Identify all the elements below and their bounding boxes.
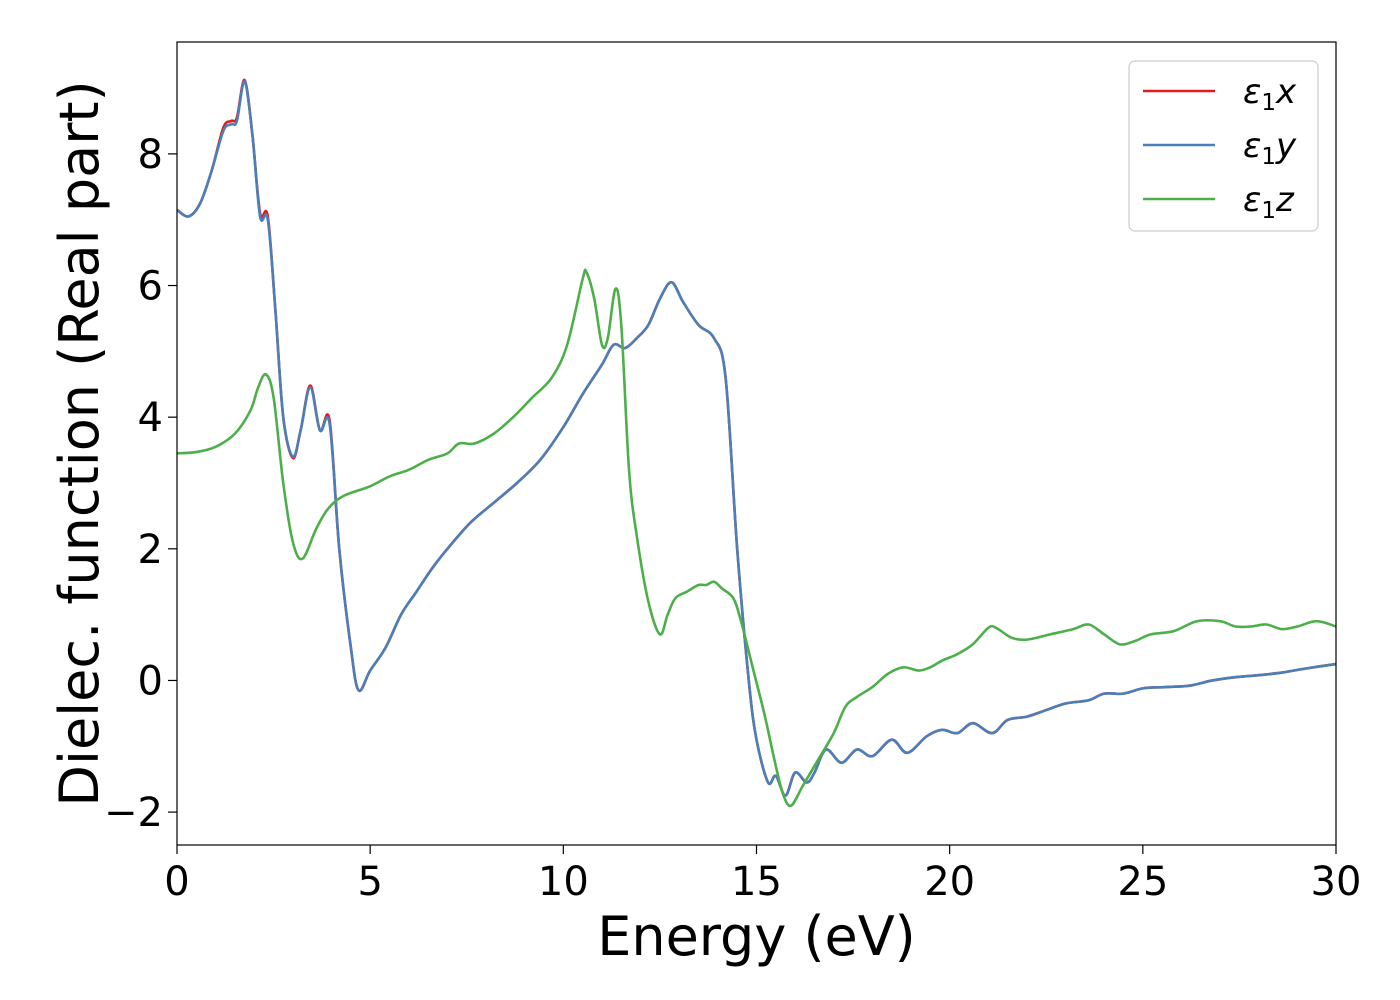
- series-line-y: [177, 80, 1336, 797]
- y-axis: −2 0 2 4 6 8: [104, 132, 177, 836]
- legend-label-z: ε1z: [1243, 180, 1295, 224]
- x-tick-label: 30: [1311, 859, 1362, 905]
- series-line-z: [177, 268, 1336, 808]
- series-layer: [177, 78, 1336, 808]
- legend-label-x: ε1x: [1243, 72, 1297, 116]
- x-tick-label: 0: [164, 859, 189, 905]
- legend-label-y: ε1y: [1243, 126, 1297, 170]
- legend-box: [1128, 60, 1319, 232]
- x-tick-label: 20: [924, 859, 975, 905]
- y-axis-title: Dielec. function (Real part): [48, 80, 111, 806]
- x-axis: 0 5 10 15 20 25 30: [164, 845, 1361, 905]
- y-tick-label: 0: [138, 658, 163, 704]
- y-tick-label: −2: [104, 790, 163, 836]
- x-tick-label: 5: [357, 859, 382, 905]
- y-tick-label: 8: [138, 132, 163, 178]
- x-tick-label: 25: [1117, 859, 1168, 905]
- x-tick-label: 10: [538, 859, 589, 905]
- x-tick-label: 15: [731, 859, 782, 905]
- y-tick-label: 4: [138, 395, 163, 441]
- y-tick-label: 6: [138, 264, 163, 310]
- x-axis-title: Energy (eV): [597, 905, 916, 968]
- legend: ε1x ε1y ε1z: [1128, 60, 1319, 232]
- y-tick-label: 2: [138, 527, 163, 573]
